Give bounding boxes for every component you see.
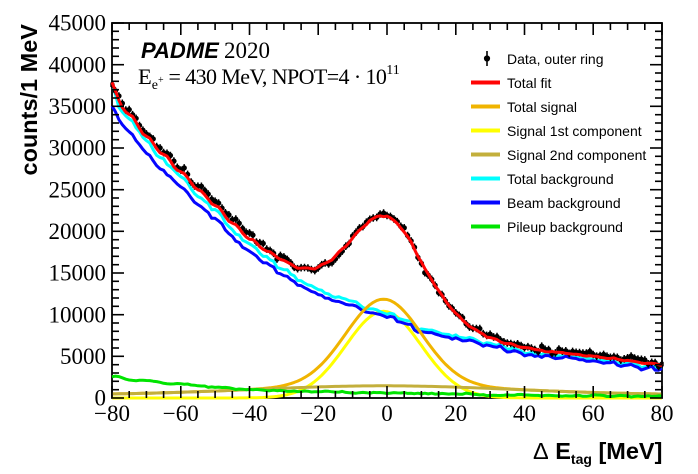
svg-text:45000: 45000: [49, 11, 107, 36]
svg-text:Ee+ = 430 MeV, NPOT=4 · 1011: Ee+ = 430 MeV, NPOT=4 · 1011: [138, 63, 400, 93]
svg-text:PADME: PADME: [141, 38, 220, 63]
svg-text:Signal 1st component: Signal 1st component: [507, 123, 642, 139]
svg-text:Data, outer ring: Data, outer ring: [507, 51, 604, 67]
svg-text:25000: 25000: [49, 177, 107, 202]
svg-text:counts/1 MeV: counts/1 MeV: [16, 24, 42, 176]
svg-text:Δ Etag [MeV]: Δ Etag [MeV]: [533, 438, 662, 467]
svg-text:Beam background: Beam background: [507, 195, 621, 211]
svg-text:10000: 10000: [49, 302, 107, 327]
svg-text:20: 20: [444, 401, 467, 426]
svg-text:80: 80: [651, 401, 674, 426]
svg-text:Total background: Total background: [507, 171, 614, 187]
svg-text:0: 0: [95, 386, 107, 411]
svg-text:0: 0: [381, 401, 393, 426]
svg-text:Signal 2nd component: Signal 2nd component: [507, 147, 646, 163]
svg-text:−40: −40: [232, 401, 268, 426]
svg-text:20000: 20000: [49, 219, 107, 244]
svg-text:−60: −60: [163, 401, 199, 426]
svg-text:30000: 30000: [49, 136, 107, 161]
svg-text:15000: 15000: [49, 261, 107, 286]
svg-text:Pileup background: Pileup background: [507, 219, 623, 235]
svg-text:40000: 40000: [49, 52, 107, 77]
svg-text:2020: 2020: [224, 38, 270, 63]
svg-text:35000: 35000: [49, 94, 107, 119]
svg-text:60: 60: [582, 401, 605, 426]
svg-text:5000: 5000: [60, 344, 106, 369]
svg-text:−80: −80: [94, 401, 130, 426]
svg-text:Total fit: Total fit: [507, 75, 551, 91]
svg-text:Total signal: Total signal: [507, 99, 577, 115]
svg-text:40: 40: [513, 401, 536, 426]
svg-text:−20: −20: [300, 401, 336, 426]
